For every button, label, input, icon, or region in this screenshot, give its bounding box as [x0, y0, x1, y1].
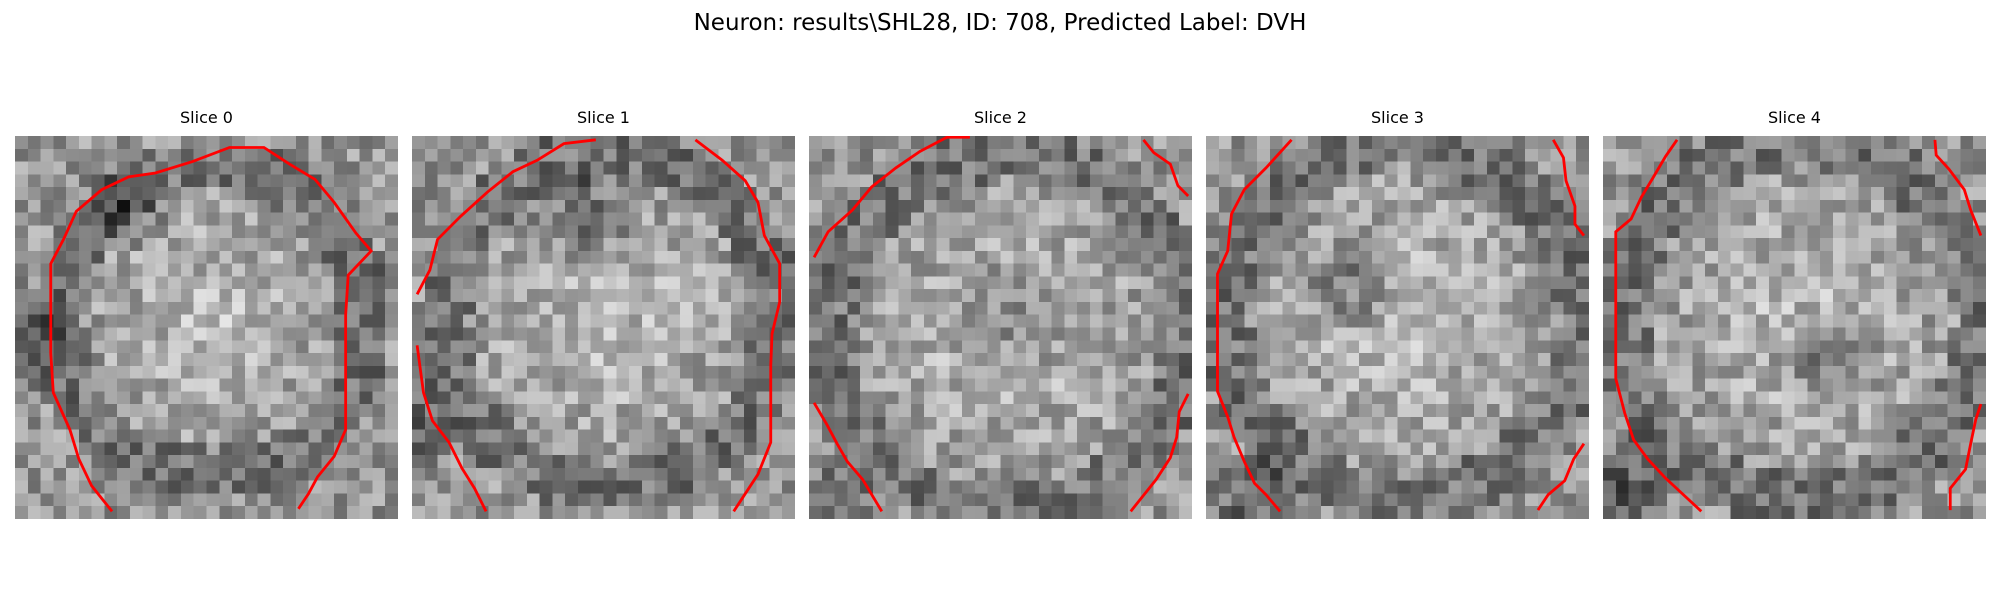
contour-line — [1216, 138, 1293, 513]
contour-line — [694, 138, 782, 513]
slice-title: Slice 1 — [577, 108, 630, 127]
contour-line — [812, 402, 883, 513]
pixel-grid — [1206, 136, 1589, 519]
contour-line — [1536, 442, 1586, 511]
slice-panel-3: Slice 3 — [1206, 108, 1589, 519]
pixel-grid — [1603, 136, 1986, 519]
slice-panel-0: Slice 0 — [15, 108, 398, 519]
contour-line — [1933, 139, 1983, 237]
contour-line — [1129, 393, 1190, 513]
slice-image — [412, 136, 795, 519]
slice-title: Slice 0 — [180, 108, 233, 127]
slice-title: Slice 3 — [1371, 108, 1424, 127]
pixel-grid — [15, 136, 398, 519]
slice-title: Slice 2 — [974, 108, 1027, 127]
slice-panel-4: Slice 4 — [1603, 108, 1986, 519]
contour-line — [415, 345, 488, 512]
contour-line — [812, 136, 970, 258]
pixel-grid — [809, 136, 1192, 519]
contour-line — [1142, 138, 1190, 197]
slice-image — [1206, 136, 1589, 519]
figure-title: Neuron: results\SHL28, ID: 708, Predicte… — [693, 10, 1307, 36]
contour-line — [1614, 139, 1703, 513]
contour-line — [49, 146, 374, 513]
contour-line — [1948, 403, 1983, 511]
contour-line — [415, 138, 597, 295]
pixel-grid — [412, 136, 795, 519]
contour-line — [1552, 139, 1586, 237]
slice-title: Slice 4 — [1768, 108, 1821, 127]
slice-panel-1: Slice 1 — [412, 108, 795, 519]
slice-image — [1603, 136, 1986, 519]
slice-image — [809, 136, 1192, 519]
slice-panel-2: Slice 2 — [809, 108, 1192, 519]
slice-image — [15, 136, 398, 519]
